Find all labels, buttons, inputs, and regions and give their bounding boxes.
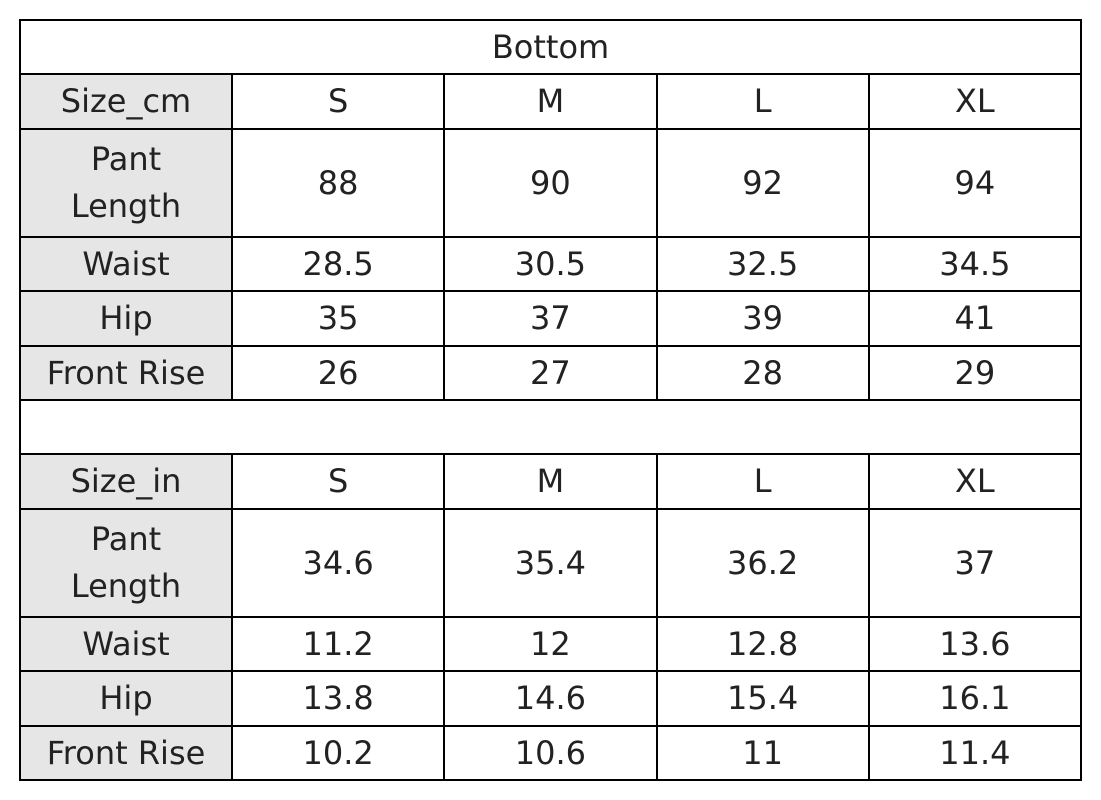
value-cell: 37 xyxy=(867,507,1083,619)
value-cell: 10.2 xyxy=(230,724,446,782)
value-cell: 26 xyxy=(230,344,446,401)
value-cell: 11.2 xyxy=(230,616,446,673)
table-row xyxy=(19,398,1082,456)
value-cell: 11.4 xyxy=(867,724,1083,782)
value-cell: 34.6 xyxy=(230,507,446,619)
value-cell: 32.5 xyxy=(655,236,870,293)
value-cell: 29 xyxy=(867,344,1083,401)
value-cell: 13.8 xyxy=(230,670,446,727)
column-header: L xyxy=(655,453,870,510)
column-header: S xyxy=(230,73,446,130)
value-cell: 12.8 xyxy=(655,616,870,673)
value-cell: 88 xyxy=(230,127,446,239)
column-header: M xyxy=(443,453,658,510)
value-cell: 35 xyxy=(230,290,446,347)
row-header: Front Rise xyxy=(19,724,233,782)
row-header: Waist xyxy=(19,616,233,673)
column-header: S xyxy=(230,453,446,510)
value-cell: 34.5 xyxy=(867,236,1083,293)
value-cell: 16.1 xyxy=(867,670,1083,727)
column-header: XL xyxy=(867,73,1083,130)
table-row: Front Rise 26 27 28 29 xyxy=(19,344,1083,401)
table-row: Waist 11.2 12 12.8 13.6 xyxy=(19,616,1083,673)
row-header: Size_cm xyxy=(19,73,233,130)
value-cell: 10.6 xyxy=(443,724,658,782)
table-row: Pant Length 34.6 35.4 36.2 37 xyxy=(19,507,1083,619)
column-header: XL xyxy=(867,453,1083,510)
value-cell: 35.4 xyxy=(443,507,658,619)
row-header: Hip xyxy=(19,290,233,347)
row-header: Size_in xyxy=(19,453,233,510)
row-header: Waist xyxy=(19,236,233,293)
table-row: Size_in S M L XL xyxy=(19,453,1083,510)
value-cell: 11 xyxy=(655,724,870,782)
value-cell: 12 xyxy=(443,616,658,673)
column-header: L xyxy=(655,73,870,130)
value-cell: 14.6 xyxy=(443,670,658,727)
table-row: Bottom xyxy=(19,18,1082,76)
row-header: Pant Length xyxy=(19,507,233,619)
value-cell: 30.5 xyxy=(443,236,658,293)
row-header: Hip xyxy=(19,670,233,727)
table-row: Size_cm S M L XL xyxy=(19,73,1083,130)
column-header: M xyxy=(443,73,658,130)
value-cell: 13.6 xyxy=(867,616,1083,673)
value-cell: 92 xyxy=(655,127,870,239)
value-cell: 90 xyxy=(443,127,658,239)
table-row: Pant Length 88 90 92 94 xyxy=(19,127,1083,239)
row-header: Front Rise xyxy=(19,344,233,401)
value-cell: 28.5 xyxy=(230,236,446,293)
cell-text: Pant Length xyxy=(70,140,182,225)
value-cell: 15.4 xyxy=(655,670,870,727)
size-chart-body: Bottom Size_cm S M L XL Pant Length 88 90 92 94 Wai… xyxy=(19,18,1083,782)
table-row: Front Rise 10.2 10.6 11 11.4 xyxy=(19,724,1083,782)
spacer-row xyxy=(19,398,1082,456)
table-row: Hip 35 37 39 41 xyxy=(19,290,1083,347)
row-header: Pant Length xyxy=(19,127,233,239)
cell-text: Pant Length xyxy=(70,520,182,605)
value-cell: 36.2 xyxy=(655,507,870,619)
value-cell: 27 xyxy=(443,344,658,401)
value-cell: 94 xyxy=(867,127,1083,239)
table-row: Hip 13.8 14.6 15.4 16.1 xyxy=(19,670,1083,727)
value-cell: 28 xyxy=(655,344,870,401)
value-cell: 37 xyxy=(443,290,658,347)
table-row: Waist 28.5 30.5 32.5 34.5 xyxy=(19,236,1083,293)
table-title: Bottom xyxy=(19,18,1082,76)
value-cell: 41 xyxy=(867,290,1083,347)
size-chart: Bottom Size_cm S M L XL Pant Length 88 90 92 94 Wai… xyxy=(19,18,1083,782)
value-cell: 39 xyxy=(655,290,870,347)
